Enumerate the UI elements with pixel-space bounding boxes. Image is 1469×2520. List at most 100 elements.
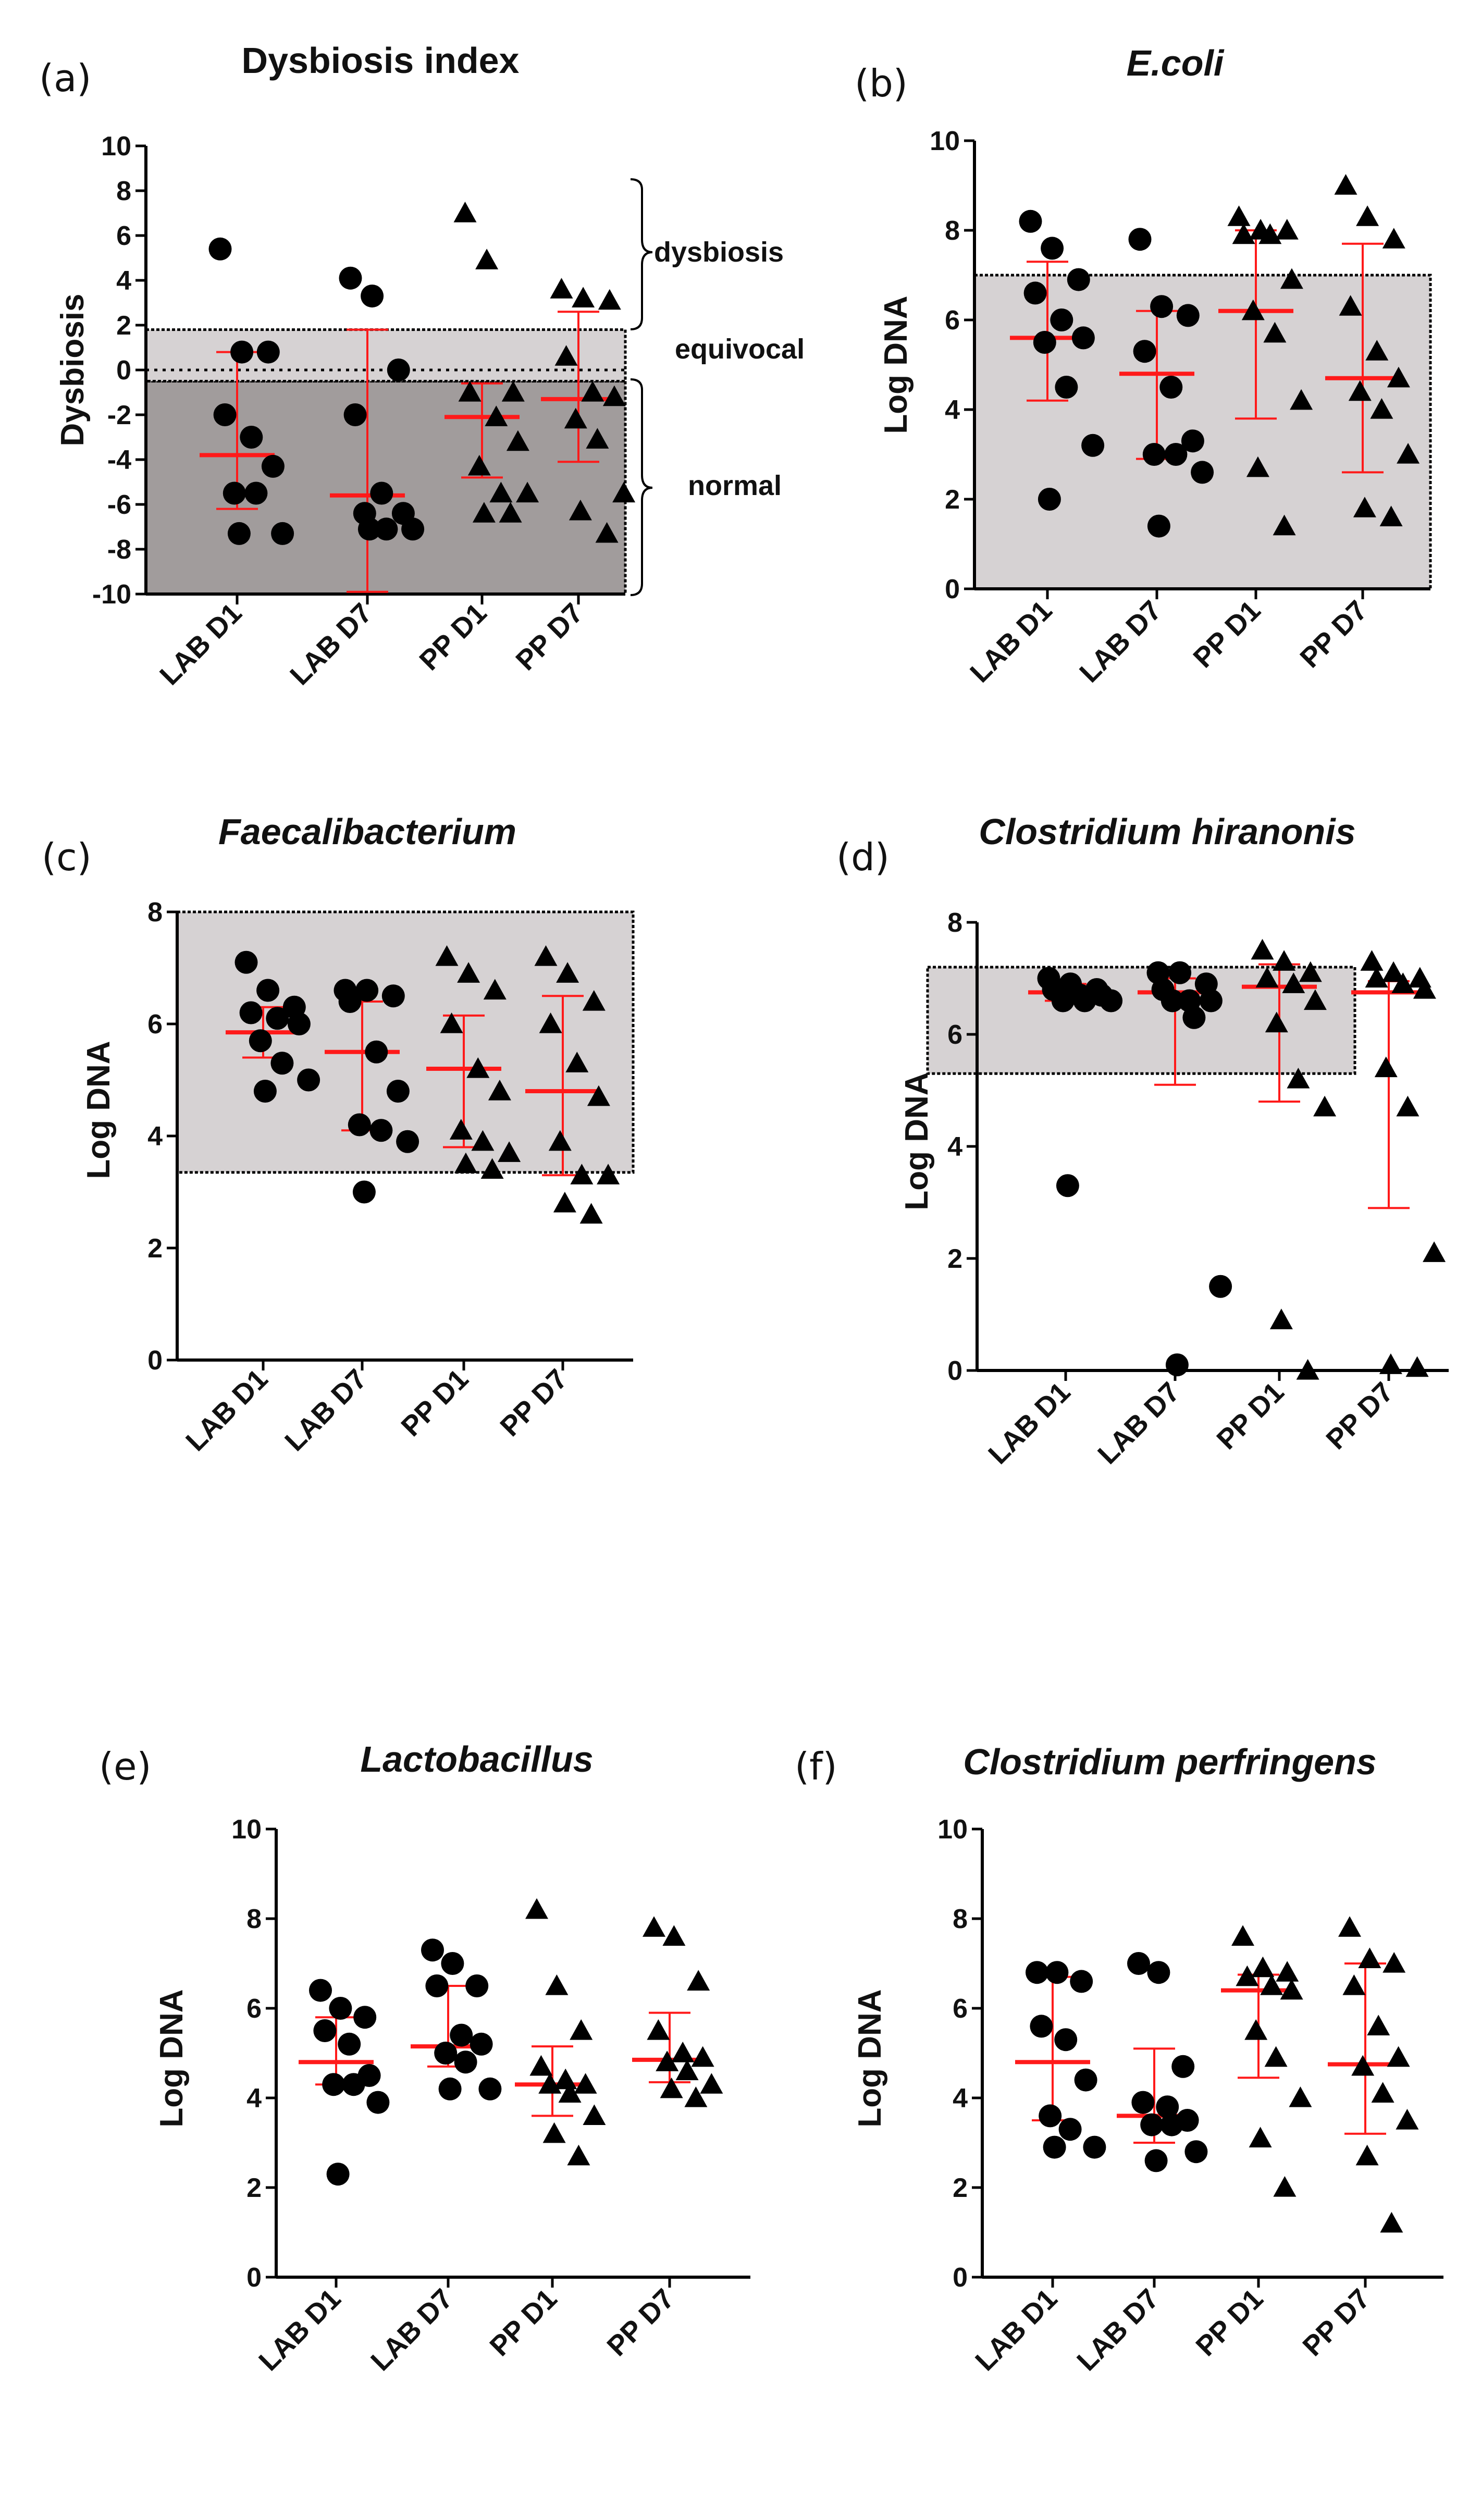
- data-point-circle: [234, 950, 258, 974]
- data-point-circle: [309, 1979, 332, 2002]
- data-point-circle: [230, 340, 254, 364]
- data-point-triangle: [1280, 1979, 1303, 2000]
- y-tick-label: 6: [945, 305, 960, 336]
- data-point-triangle: [1263, 322, 1287, 343]
- data-point-triangle: [558, 2082, 582, 2103]
- y-tick-label: 4: [945, 395, 960, 425]
- data-point-triangle: [488, 1080, 511, 1101]
- data-point-triangle: [1382, 961, 1405, 982]
- data-point-triangle: [612, 481, 636, 503]
- data-point-triangle: [1365, 967, 1388, 988]
- data-point-triangle: [569, 499, 592, 521]
- data-point-triangle: [582, 990, 606, 1011]
- y-tick-label: 0: [947, 1356, 962, 1386]
- panel-f-ylabel: Log DNA: [852, 1989, 888, 2127]
- y-tick-label: 8: [953, 1904, 968, 1934]
- panel-d-ylabel: Log DNA: [899, 1072, 935, 1210]
- dysbiosis-bracket: [630, 178, 653, 330]
- data-point-triangle: [1303, 989, 1327, 1010]
- data-point-triangle: [1244, 2019, 1268, 2040]
- y-tick-label: 4: [116, 266, 131, 296]
- panel-b-ylabel: Log DNA: [878, 295, 914, 434]
- data-point-circle: [365, 1040, 388, 1064]
- panel-e-label: (e): [99, 1745, 151, 1788]
- data-point-triangle: [449, 1119, 473, 1140]
- data-point-circle: [1160, 2113, 1183, 2136]
- data-point-triangle: [542, 2122, 566, 2143]
- data-point-circle: [1033, 331, 1056, 354]
- data-point-circle: [1133, 340, 1156, 363]
- data-point-circle: [1147, 514, 1170, 538]
- data-point-triangle: [1287, 1068, 1310, 1089]
- data-point-triangle: [1255, 967, 1279, 988]
- data-point-triangle: [1382, 228, 1405, 249]
- data-point-triangle: [1413, 978, 1436, 999]
- data-point-triangle: [1423, 1241, 1446, 1262]
- y-tick-label: 0: [246, 2263, 262, 2293]
- data-point-triangle: [583, 2104, 606, 2125]
- data-point-triangle: [1342, 1974, 1366, 1995]
- y-tick-label: -6: [107, 490, 131, 520]
- data-point-circle: [357, 517, 381, 541]
- data-point-triangle: [1260, 1974, 1283, 1995]
- data-point-triangle: [453, 202, 477, 223]
- data-point-triangle: [671, 2042, 695, 2062]
- y-tick-label: 6: [953, 1994, 968, 2024]
- data-point-triangle: [1353, 497, 1376, 517]
- y-tick-label: 0: [953, 2263, 968, 2293]
- data-point-circle: [1181, 429, 1204, 453]
- data-point-triangle: [550, 278, 573, 299]
- data-point-circle: [1030, 2015, 1053, 2038]
- y-tick-label: 2: [116, 311, 131, 341]
- y-tick-label: 8: [945, 216, 960, 246]
- y-tick-label: 2: [945, 485, 960, 515]
- data-point-triangle: [548, 1130, 572, 1151]
- data-point-triangle: [1379, 505, 1403, 526]
- data-point-triangle: [598, 289, 621, 310]
- data-point-triangle: [506, 430, 529, 451]
- data-point-triangle: [1276, 1961, 1299, 1982]
- data-point-circle: [1156, 2095, 1179, 2119]
- data-point-circle: [1164, 443, 1188, 466]
- data-point-triangle: [1405, 1356, 1429, 1377]
- data-point-circle: [338, 990, 362, 1013]
- data-point-circle: [297, 1068, 320, 1092]
- panel-f-title: Clostridium perfringens: [963, 1741, 1376, 1782]
- data-point-triangle: [1231, 1925, 1254, 1946]
- data-point-triangle: [675, 2059, 699, 2080]
- data-point-circle: [339, 266, 362, 290]
- data-point-circle: [1058, 2118, 1082, 2141]
- data-point-circle: [353, 2006, 377, 2029]
- data-point-triangle: [700, 2073, 723, 2094]
- data-point-circle: [329, 1997, 352, 2020]
- y-tick-label: 6: [147, 1009, 163, 1040]
- y-tick-label: 2: [246, 2173, 262, 2203]
- data-point-triangle: [602, 385, 626, 406]
- panel-a-label: (a): [39, 56, 91, 100]
- data-point-triangle: [1251, 1956, 1275, 1978]
- data-point-triangle: [483, 979, 507, 1000]
- panel-b-bands: [973, 274, 1432, 590]
- data-point-circle: [249, 1029, 272, 1053]
- zone-label-dysbiosis: dysbiosis: [654, 237, 784, 268]
- panel-a-points: [208, 202, 636, 545]
- panel-a-title: Dysbiosis index: [242, 40, 520, 81]
- data-point-circle: [369, 1119, 393, 1142]
- y-tick-label: 4: [147, 1121, 163, 1152]
- data-point-triangle: [529, 2055, 553, 2076]
- panel-d-title: Clostridium hiranonis: [979, 811, 1355, 852]
- panel-a-bands: [144, 328, 627, 596]
- data-point-triangle: [1251, 938, 1274, 960]
- data-point-circle: [253, 1080, 277, 1103]
- zone-label-normal: normal: [688, 470, 782, 501]
- data-point-circle: [1128, 228, 1152, 251]
- data-point-triangle: [1391, 972, 1415, 993]
- data-point-circle: [1043, 2135, 1066, 2159]
- data-point-triangle: [579, 1203, 603, 1224]
- data-point-triangle: [457, 962, 480, 983]
- panel-e-points: [309, 1898, 723, 2186]
- normal-bracket: [630, 378, 653, 596]
- data-point-circle: [1038, 488, 1061, 511]
- data-point-triangle: [1338, 1916, 1361, 1937]
- data-point-circle: [1142, 443, 1166, 466]
